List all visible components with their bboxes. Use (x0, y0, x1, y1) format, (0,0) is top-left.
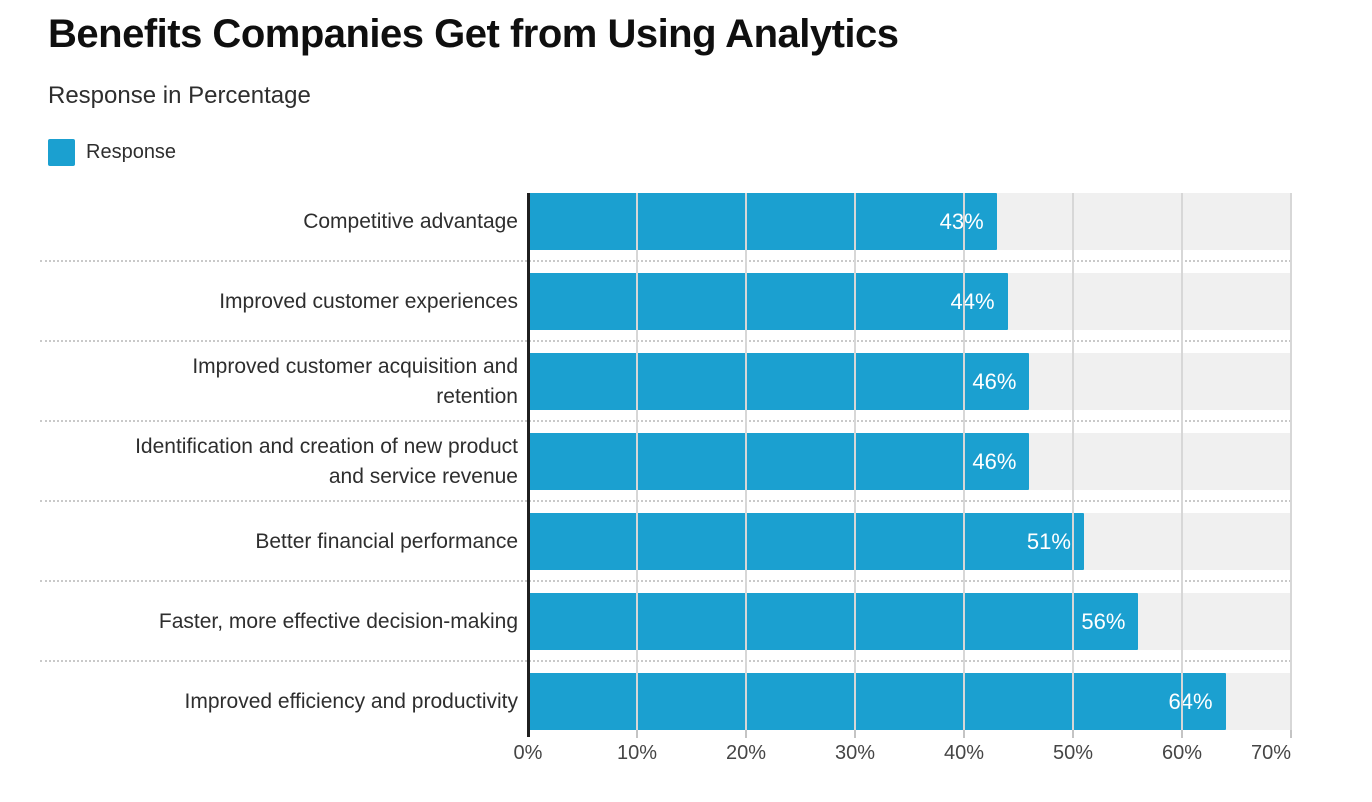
category-label: Improved customer experiences (219, 289, 518, 313)
bar: 51% (528, 513, 1084, 570)
category-label: Faster, more effective decision-making (158, 609, 518, 633)
bar: 46% (528, 353, 1030, 410)
axis-tick (1072, 730, 1074, 738)
bar-row: Improved customer acquisition and retent… (40, 353, 1291, 410)
bar-row: Competitive advantage 43% (40, 193, 1291, 250)
bar-row: Identification and creation of new produ… (40, 433, 1291, 490)
row-separator-line (40, 260, 1291, 262)
bar: 56% (528, 593, 1139, 650)
x-tick-label: 10% (616, 742, 658, 764)
x-tick-label: 50% (1052, 742, 1094, 764)
axis-tick (1181, 730, 1183, 738)
axis-tick (636, 730, 638, 738)
x-tick-label: 40% (943, 742, 985, 764)
bar: 46% (528, 433, 1030, 490)
bar-value-label: 44% (950, 288, 995, 314)
category-label: Identification and creation of new produ… (135, 434, 518, 488)
category-label: Improved customer acquisition and retent… (192, 354, 518, 408)
axis-tick (1290, 730, 1292, 738)
bar: 64% (528, 673, 1226, 730)
bar-value-label: 64% (1168, 688, 1213, 714)
category-label: Better financial performance (255, 529, 518, 553)
bar-track: 64% (528, 673, 1291, 730)
x-tick-label: 0% (513, 742, 543, 764)
axis-tick (854, 730, 856, 738)
bar-track: 44% (528, 273, 1291, 330)
bar: 44% (528, 273, 1008, 330)
y-axis-line (527, 193, 530, 737)
x-tick-label: 60% (1161, 742, 1203, 764)
bar-rows: Competitive advantage 43% Improved custome… (40, 193, 1291, 730)
legend: Response (48, 139, 176, 166)
bar-value-label: 43% (939, 208, 984, 234)
category-label: Improved efficiency and productivity (184, 689, 518, 713)
axis-tick (745, 730, 747, 738)
bar-track: 56% (528, 593, 1291, 650)
x-tick-label: 30% (834, 742, 876, 764)
row-separator-line (40, 340, 1291, 342)
row-separator-line (40, 500, 1291, 502)
bar-value-label: 56% (1081, 608, 1126, 634)
chart-subtitle: Response in Percentage (48, 82, 311, 109)
bar-track: 46% (528, 433, 1291, 490)
legend-swatch-icon (48, 139, 75, 166)
bar-value-label: 46% (972, 448, 1017, 474)
bar-value-label: 51% (1026, 528, 1071, 554)
bar-row: Improved efficiency and productivity 64% (40, 673, 1291, 730)
x-axis: 0% 10% 20% 30% 40% 50% 60% 70% (514, 730, 1292, 780)
row-separator-line (40, 660, 1291, 662)
bar-row: Faster, more effective decision-making 56… (40, 593, 1291, 650)
bar-track: 43% (528, 193, 1291, 250)
x-tick-label: 20% (725, 742, 767, 764)
row-separator-line (40, 580, 1291, 582)
bar-track: 46% (528, 353, 1291, 410)
legend-label: Response (86, 141, 177, 163)
row-separator-line (40, 420, 1291, 422)
plot-area: Competitive advantage 43% Improved custome… (40, 193, 1292, 737)
x-tick-label: 70% (1250, 742, 1291, 764)
axis-tick (963, 730, 965, 738)
bar-row: Better financial performance 51% (40, 513, 1291, 570)
chart-title: Benefits Companies Get from Using Analyt… (48, 12, 899, 56)
bar: 43% (528, 193, 997, 250)
bar-track: 51% (528, 513, 1291, 570)
bar-value-label: 46% (972, 368, 1017, 394)
category-label: Competitive advantage (303, 209, 518, 233)
bar-row: Improved customer experiences 44% (40, 273, 1291, 330)
